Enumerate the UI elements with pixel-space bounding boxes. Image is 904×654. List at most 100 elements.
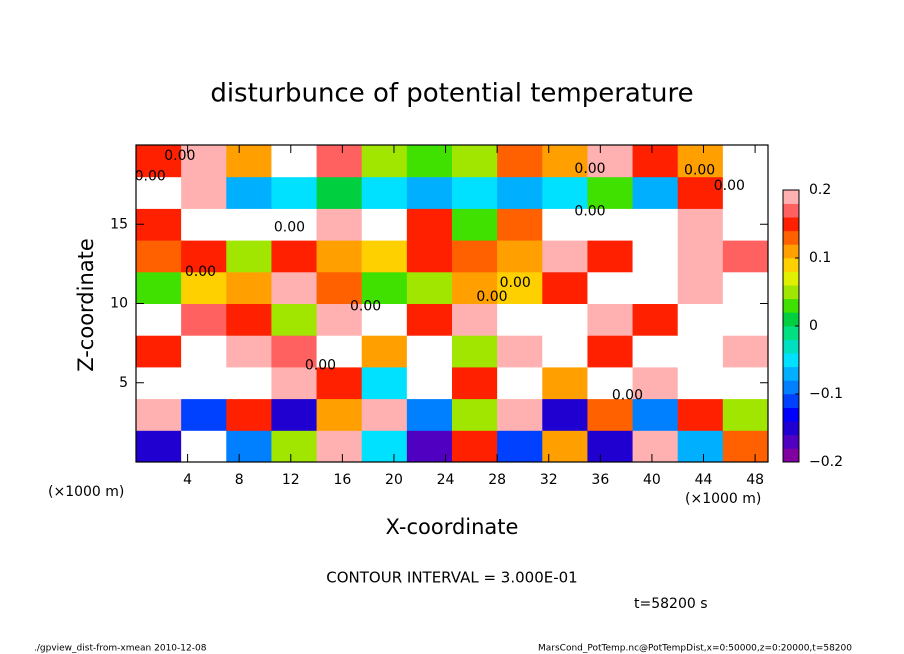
heat-cell — [181, 430, 227, 463]
heat-cell — [587, 240, 634, 273]
heat-cell — [452, 271, 498, 304]
heat-cell — [316, 208, 363, 241]
heat-cell — [406, 176, 453, 209]
contour-label: 0.00 — [612, 387, 643, 403]
heat-cell — [497, 303, 543, 336]
heat-cell — [587, 335, 634, 368]
heat-cell — [226, 240, 272, 273]
colorbar-segment — [783, 298, 799, 313]
heat-cell — [181, 366, 227, 400]
heat-cell — [497, 335, 543, 368]
x-tick-label: 24 — [437, 472, 455, 488]
heat-cell — [226, 366, 272, 400]
heat-cell — [361, 303, 408, 336]
heat-cell — [497, 240, 543, 273]
heat-cell — [677, 398, 724, 431]
heat-cell — [722, 240, 769, 273]
x-tick-label: 32 — [540, 472, 558, 488]
heat-cell — [316, 366, 363, 400]
heat-cell — [181, 271, 227, 304]
time-note: t=58200 s — [634, 596, 708, 612]
contour-label: 0.00 — [274, 219, 305, 235]
contour-label: 0.00 — [350, 299, 381, 315]
heat-cell — [181, 176, 227, 209]
heat-cell — [722, 303, 769, 336]
heat-cell — [632, 430, 679, 463]
heat-cell — [452, 145, 498, 178]
heat-cell — [361, 176, 408, 209]
heat-cell — [271, 176, 318, 209]
heat-cell — [722, 335, 769, 368]
contour-label: 0.00 — [574, 161, 605, 177]
x-unit: (×1000 m) — [685, 491, 761, 507]
heat-cell — [226, 398, 272, 431]
colorbar-tick-label: 0 — [809, 318, 818, 334]
heat-cell — [361, 208, 408, 241]
heat-cell — [406, 335, 453, 368]
heat-cell — [632, 208, 679, 241]
heat-cell — [632, 335, 679, 368]
heat-cell — [632, 366, 679, 400]
colorbar-segment — [783, 380, 799, 395]
heat-cell — [406, 208, 453, 241]
heat-cell — [226, 271, 272, 304]
colorbar-segment — [783, 421, 799, 436]
heat-cell — [271, 430, 318, 463]
heat-cell — [542, 335, 588, 368]
x-tick-label: 36 — [591, 472, 609, 488]
heat-cell — [452, 366, 498, 400]
heat-cell — [226, 208, 272, 241]
colorbar-segment — [783, 285, 799, 300]
heat-cell — [271, 303, 318, 336]
heat-cell — [271, 335, 318, 368]
y-tick-label: 15 — [110, 216, 128, 232]
heat-cell — [361, 430, 408, 463]
heat-cell — [542, 430, 588, 463]
heat-cell — [587, 176, 634, 209]
heat-cell — [677, 366, 724, 400]
colorbar-tick-label: 0.2 — [809, 182, 831, 198]
colorbar-tick-label: 0.1 — [809, 250, 831, 266]
y-tick-label: 5 — [119, 375, 128, 391]
heat-cell — [271, 398, 318, 431]
heat-cell — [542, 271, 588, 304]
y-tick-label: 10 — [110, 296, 128, 312]
heat-cell — [497, 145, 543, 178]
heat-cell — [181, 208, 227, 241]
heat-cell — [406, 398, 453, 431]
heat-cell — [452, 398, 498, 431]
footer-left: ./gpview_dist-from-xmean 2010-12-08 — [34, 644, 207, 654]
heat-cell — [316, 176, 363, 209]
heat-cell — [226, 145, 272, 178]
contour-label: 0.00 — [135, 169, 166, 185]
heat-cell — [271, 271, 318, 304]
colorbar-tick-label: −0.1 — [809, 386, 843, 402]
heat-cell — [361, 145, 408, 178]
heat-cell — [361, 240, 408, 273]
heat-cell — [497, 398, 543, 431]
heat-cell — [136, 430, 182, 463]
heat-cell — [497, 430, 543, 463]
heat-cell — [587, 430, 634, 463]
heat-cell — [677, 335, 724, 368]
heat-cell — [136, 145, 182, 178]
colorbar-segment — [783, 434, 799, 449]
heat-cell — [452, 335, 498, 368]
heat-cell — [361, 366, 408, 400]
heat-cell — [722, 176, 769, 209]
heat-cell — [406, 366, 453, 400]
chart-title: disturbunce of potential temperature — [210, 79, 693, 109]
heat-cell — [316, 398, 363, 431]
heat-cell — [226, 303, 272, 336]
heat-cell — [181, 335, 227, 368]
colorbar-segment — [783, 203, 799, 218]
x-tick-label: 40 — [643, 472, 661, 488]
colorbar-segment — [783, 258, 799, 272]
colorbar-segment — [783, 407, 799, 422]
heat-cell — [136, 176, 182, 209]
heat-cell — [406, 303, 453, 336]
heat-cell — [361, 271, 408, 304]
x-tick-label: 12 — [282, 472, 300, 488]
heat-cell — [271, 366, 318, 400]
